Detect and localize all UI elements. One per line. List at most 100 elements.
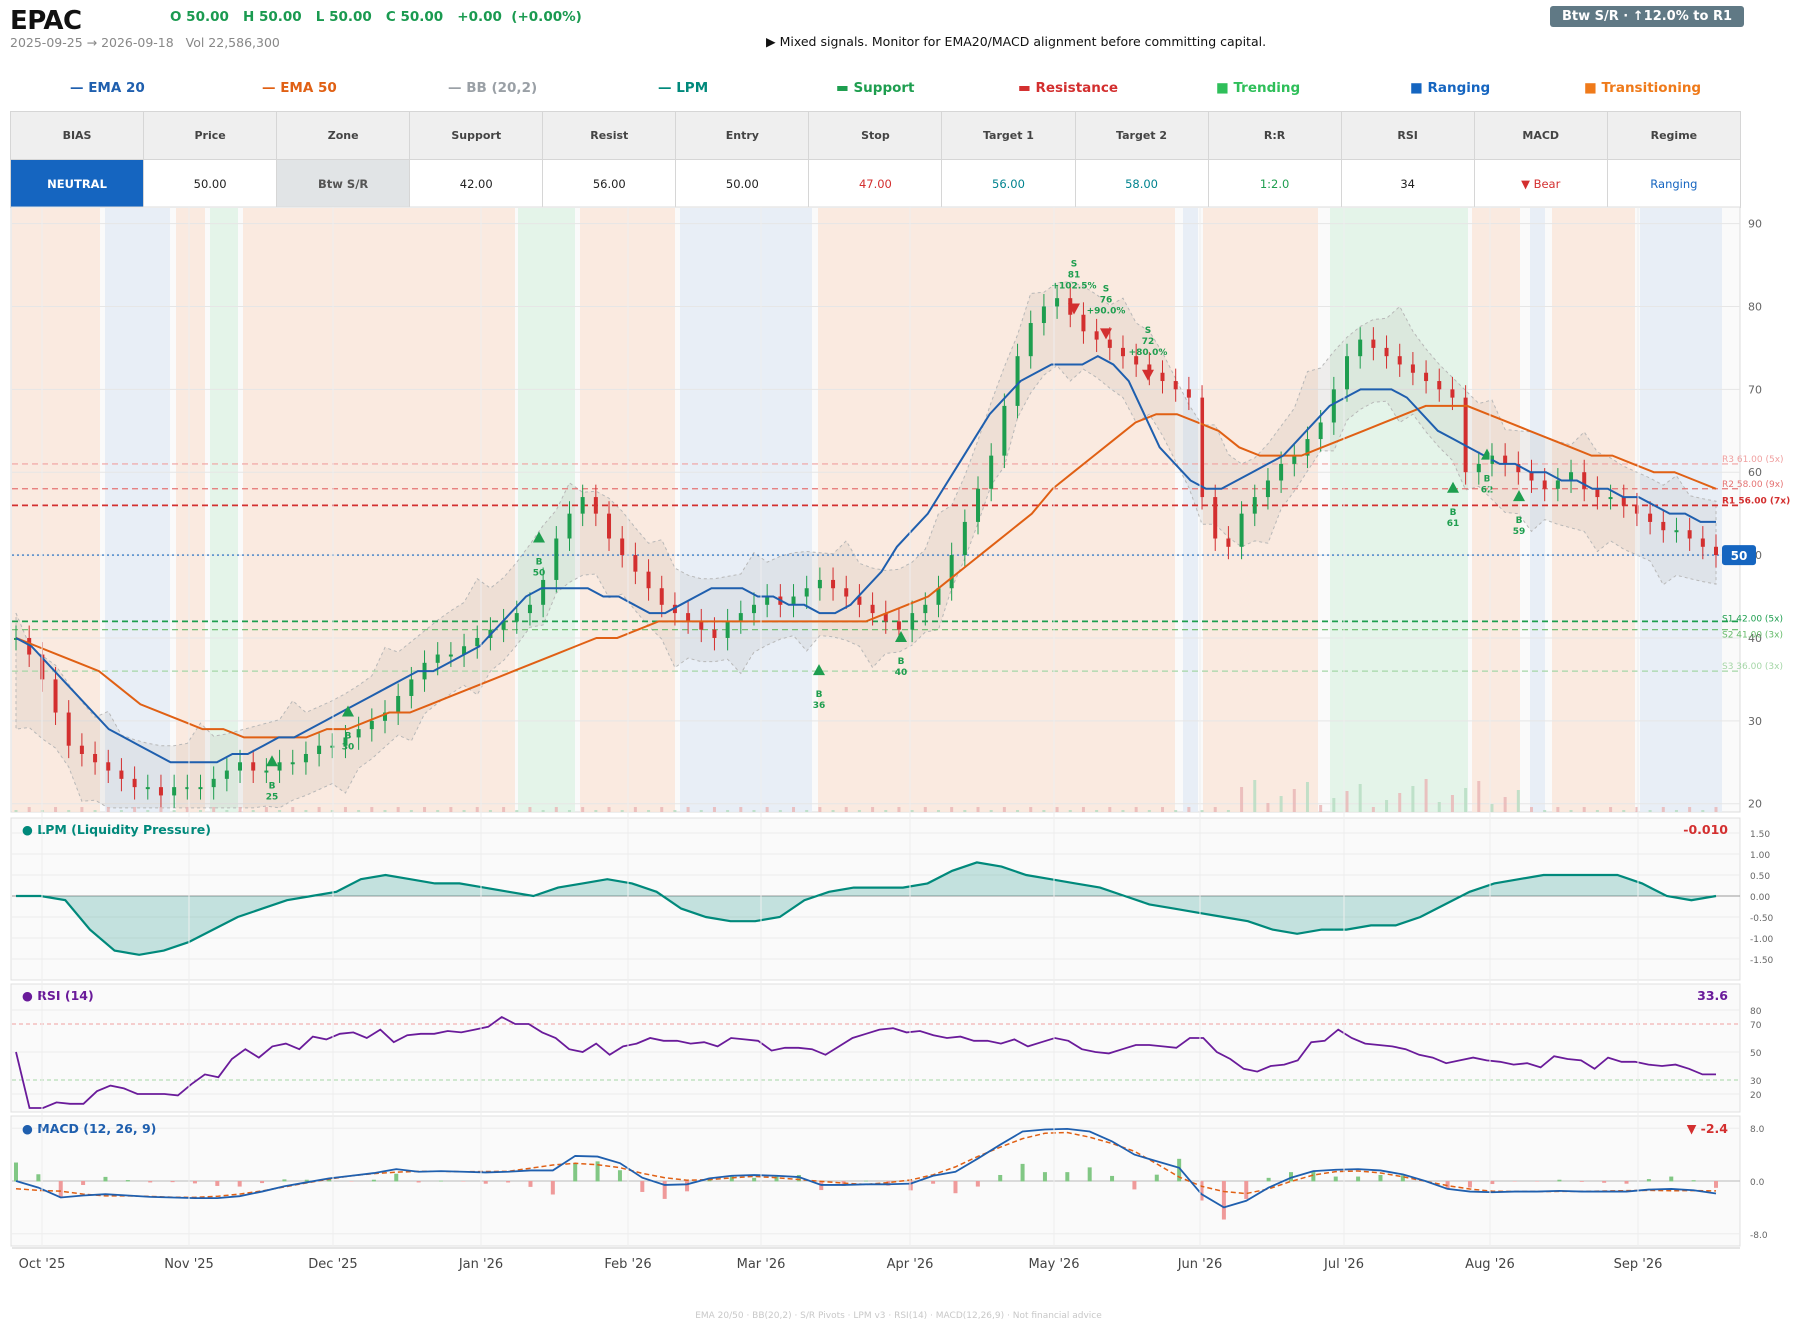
th-stop: Stop	[808, 111, 943, 160]
buy-label: B	[536, 558, 543, 568]
candle-body	[475, 637, 480, 647]
volume-bar	[198, 810, 202, 812]
legend-trending[interactable]: ■ Trending	[1216, 80, 1301, 96]
macd-histogram-bar	[170, 1181, 175, 1183]
td-rr: 1:2.0	[1207, 159, 1342, 208]
candle-body	[501, 621, 506, 630]
volume-bar	[1556, 807, 1560, 812]
volume-bar	[857, 810, 861, 812]
volume-bar	[238, 807, 242, 812]
regime-band	[1640, 208, 1722, 812]
rsi-pane	[10, 983, 1741, 1113]
legend-ema50[interactable]: — EMA 50	[262, 80, 337, 96]
th-target1: Target 1	[941, 111, 1076, 160]
candle-body	[79, 745, 84, 754]
candle-body	[396, 695, 401, 713]
ohlc-readout: O 50.00 H 50.00 L 50.00 C 50.00 +0.00 (+…	[170, 9, 582, 25]
legend-transitioning[interactable]: ■ Transitioning	[1584, 80, 1702, 96]
candle-body	[844, 588, 849, 597]
sell-price: 72	[1142, 337, 1155, 347]
macd-histogram-bar	[1512, 1181, 1517, 1182]
macd-histogram-bar	[506, 1181, 511, 1183]
th-rr: R:R	[1207, 111, 1342, 160]
buy-marker	[533, 531, 545, 543]
volume-bar	[950, 807, 954, 812]
candle-body	[1450, 389, 1455, 398]
bollinger-band	[15, 281, 1717, 809]
volume-bar	[1582, 807, 1586, 812]
candle-body	[633, 555, 638, 572]
sell-price: 81	[1068, 270, 1081, 280]
legend-ema20[interactable]: — EMA 20	[70, 80, 145, 96]
level-label: S3 36.00 (3x)	[1722, 662, 1783, 672]
rsi-last-value: 33.6	[1697, 988, 1728, 1003]
buy-marker	[1513, 490, 1525, 502]
legend-resistance[interactable]: ▬ Resistance	[1018, 80, 1119, 96]
lpm-tick-label: 1.50	[1750, 830, 1770, 840]
volume-bar	[739, 807, 743, 812]
volume-bar	[423, 807, 427, 812]
macd-histogram-bar	[796, 1174, 801, 1182]
lpm-last-value: -0.010	[1683, 822, 1728, 837]
volume-bar	[304, 810, 308, 812]
candle-body	[1700, 538, 1705, 547]
regime-band	[1472, 208, 1520, 812]
volume-bar	[1332, 798, 1336, 812]
th-macd: MACD	[1473, 111, 1608, 160]
macd-histogram-bar	[1467, 1181, 1472, 1188]
volume-bar	[449, 807, 453, 812]
candle-body	[699, 621, 704, 630]
buy-label: B	[898, 657, 905, 667]
volume-bar	[1266, 803, 1270, 812]
volume-bar	[502, 807, 506, 812]
volume-bar	[923, 807, 927, 812]
macd-title: ● MACD (12, 26, 9)	[22, 1121, 156, 1136]
regime-band	[1530, 208, 1545, 812]
volume-bar	[554, 807, 558, 812]
macd-histogram-bar	[1691, 1180, 1696, 1182]
macd-histogram-bar	[1378, 1174, 1383, 1182]
volume-bar	[1450, 795, 1454, 812]
buy-label: B	[816, 690, 823, 700]
volume-bar	[357, 810, 361, 812]
macd-histogram-bar	[1579, 1181, 1584, 1182]
legend-ranging[interactable]: ■ Ranging	[1410, 80, 1491, 96]
legend-support[interactable]: ▬ Support	[836, 80, 915, 96]
volume-bar	[633, 807, 637, 812]
candle-body	[804, 588, 809, 597]
volume-bar	[1147, 810, 1151, 812]
macd-histogram-bar	[1714, 1181, 1718, 1188]
volume-bar	[1345, 791, 1349, 812]
volume-bar	[1240, 787, 1244, 812]
lpm-tick-label: 0.00	[1750, 893, 1770, 903]
price-tick-label: 40	[1748, 632, 1762, 645]
macd-histogram-bar	[327, 1179, 332, 1182]
price-marker-box	[1722, 545, 1756, 566]
volume-bar	[106, 807, 110, 812]
candle-body	[1595, 488, 1600, 498]
candle-body	[646, 571, 651, 589]
regime-band	[1183, 208, 1198, 812]
macd-histogram-bar	[215, 1181, 220, 1186]
regime-band	[1330, 208, 1468, 812]
macd-histogram-bar	[640, 1181, 645, 1192]
macd-histogram-bar	[416, 1181, 421, 1183]
volume-bar	[515, 810, 519, 812]
buy-marker	[895, 630, 907, 642]
volume-bar	[712, 807, 716, 812]
volume-bar	[462, 810, 466, 812]
candle-body	[1476, 463, 1481, 473]
macd-histogram-bar	[1110, 1175, 1115, 1182]
legend-lpm[interactable]: — LPM	[658, 80, 709, 96]
candle-body	[1160, 372, 1165, 382]
candle-body	[343, 737, 348, 746]
macd-histogram-bar	[103, 1176, 108, 1182]
candle-body	[989, 455, 994, 489]
chart-legend: — EMA 20 — EMA 50 — BB (20,2) — LPM ▬ Su…	[0, 80, 1797, 100]
buy-price: 59	[1513, 527, 1526, 537]
candle-body	[1555, 480, 1560, 489]
candle-body	[1437, 381, 1442, 390]
legend-bb[interactable]: — BB (20,2)	[448, 80, 538, 96]
rsi-line	[15, 1015, 1716, 1109]
